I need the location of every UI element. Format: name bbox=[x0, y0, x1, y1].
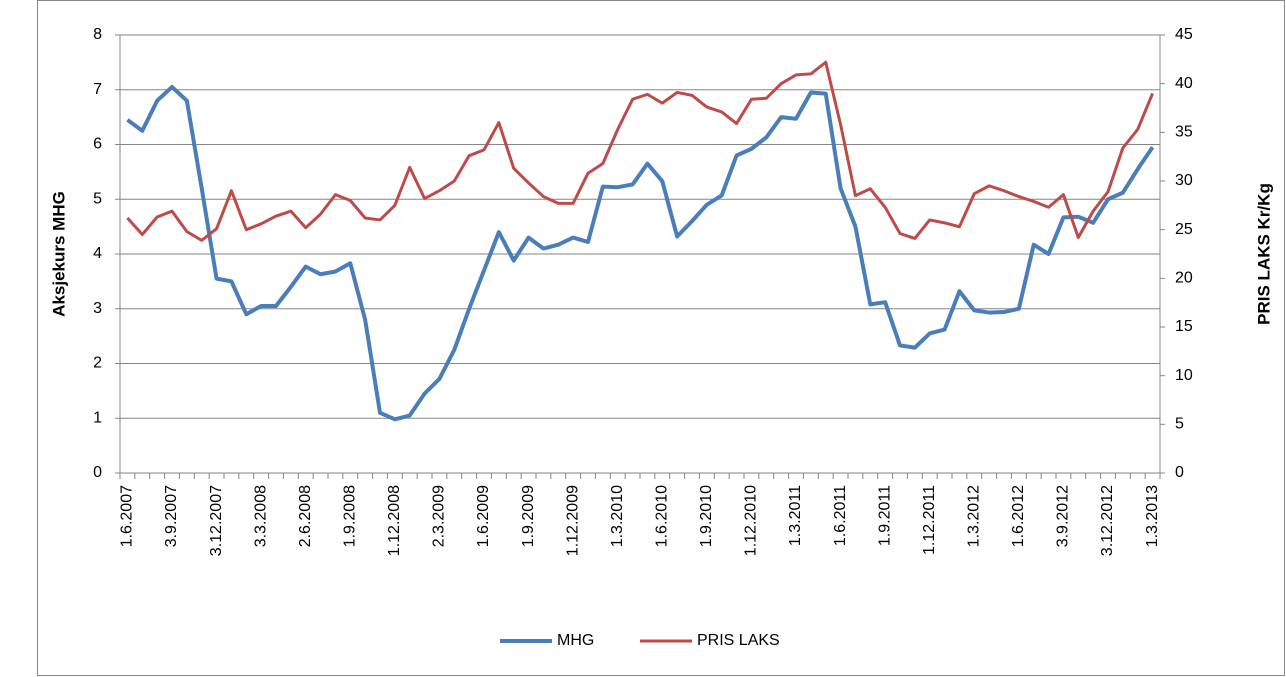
y-tick-label: 8 bbox=[93, 26, 102, 43]
x-tick-label: 1.3.2012 bbox=[966, 485, 983, 547]
legend-label: PRIS LAKS bbox=[697, 632, 780, 649]
x-tick-label: 1.9.2008 bbox=[342, 485, 359, 547]
x-tick-label: 2.6.2008 bbox=[297, 485, 314, 547]
y-tick-label: 7 bbox=[93, 81, 102, 98]
x-tick-label: 1.12.2008 bbox=[386, 485, 403, 556]
series-line bbox=[126, 85, 1155, 422]
x-tick-label: 3.9.2012 bbox=[1055, 485, 1072, 547]
x-tick-label: 1.3.2010 bbox=[609, 485, 626, 547]
y-axis-title: Aksjekurs MHG bbox=[49, 191, 68, 317]
x-tick-label: 1.12.2009 bbox=[564, 485, 581, 556]
y-tick-label: 0 bbox=[93, 464, 102, 481]
y2-tick-label: 0 bbox=[1175, 464, 1184, 481]
y-tick-label: 4 bbox=[93, 245, 102, 262]
chart-border bbox=[37, 0, 1285, 676]
x-tick-label: 3.9.2007 bbox=[163, 485, 180, 547]
y2-tick-label: 15 bbox=[1175, 318, 1193, 335]
y2-tick-label: 25 bbox=[1175, 221, 1193, 238]
y2-tick-label: 20 bbox=[1175, 270, 1193, 287]
y-tick-label: 5 bbox=[93, 190, 102, 207]
x-tick-label: 1.12.2010 bbox=[743, 485, 760, 556]
x-tick-label: 3.12.2007 bbox=[208, 485, 225, 556]
x-tick-label: 1.6.2012 bbox=[1010, 485, 1027, 547]
y2-tick-label: 30 bbox=[1175, 172, 1193, 189]
x-tick-label: 1.6.2011 bbox=[832, 485, 849, 546]
x-tick-label: 1.3.2013 bbox=[1144, 485, 1161, 547]
x-tick-label: 1.9.2011 bbox=[876, 485, 893, 546]
x-tick-label: 1.12.2011 bbox=[921, 485, 938, 555]
y2-tick-label: 10 bbox=[1175, 367, 1193, 384]
y2-tick-label: 5 bbox=[1175, 416, 1184, 433]
x-tick-label: 1.9.2010 bbox=[698, 485, 715, 547]
x-tick-label: 1.6.2007 bbox=[119, 485, 136, 547]
legend-label: MHG bbox=[557, 632, 594, 649]
y2-tick-label: 40 bbox=[1175, 75, 1193, 92]
y-tick-label: 3 bbox=[93, 300, 102, 317]
y-tick-label: 2 bbox=[93, 355, 102, 372]
y-tick-label: 1 bbox=[93, 409, 102, 426]
x-tick-label: 3.12.2012 bbox=[1099, 485, 1116, 556]
x-tick-label: 1.3.2011 bbox=[787, 485, 804, 546]
x-tick-label: 3.3.2008 bbox=[252, 485, 269, 547]
y2-axis-title: PRIS LAKS Kr/Kg bbox=[1254, 183, 1273, 325]
x-tick-label: 1.6.2010 bbox=[654, 485, 671, 547]
x-tick-label: 2.3.2009 bbox=[431, 485, 448, 547]
y2-tick-label: 35 bbox=[1175, 124, 1193, 141]
x-tick-label: 1.6.2009 bbox=[475, 485, 492, 547]
x-tick-label: 1.9.2009 bbox=[520, 485, 537, 547]
series-line bbox=[126, 60, 1154, 242]
y2-tick-label: 45 bbox=[1175, 26, 1193, 43]
y-tick-label: 6 bbox=[93, 136, 102, 153]
